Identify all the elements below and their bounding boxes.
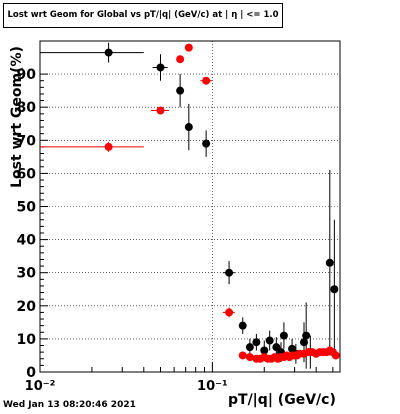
chart-title: Lost wrt Geom for Global vs pT/|q| (GeV/… [7, 10, 279, 20]
black-data-point [260, 346, 269, 355]
black-data-point [302, 331, 311, 340]
red-data-point [245, 353, 254, 362]
red-data-point [225, 308, 234, 317]
red-data-point [202, 76, 211, 85]
black-data-point [238, 321, 247, 330]
black-data-point [279, 331, 288, 340]
timestamp-footer: Wed Jan 13 08:20:46 2021 [3, 400, 136, 410]
red-data-point [184, 43, 193, 52]
y-tick-label: 30 [17, 266, 37, 282]
y-tick-label: 60 [17, 166, 37, 182]
x-tick-label: 10⁻² [25, 379, 56, 394]
y-tick-label: 0 [26, 365, 36, 381]
y-tick-label: 10 [17, 332, 37, 348]
x-tick-label: 10⁻¹ [197, 379, 228, 394]
red-data-point [104, 142, 113, 151]
black-data-point [104, 48, 113, 57]
black-data-point [225, 268, 234, 277]
red-data-point [176, 55, 185, 64]
y-tick-label: 50 [17, 200, 37, 216]
black-data-point [176, 86, 185, 95]
black-data-point [202, 139, 211, 148]
y-tick-label: 70 [17, 133, 37, 149]
red-data-point [238, 351, 247, 360]
black-data-point [325, 258, 334, 267]
y-tick-label: 90 [17, 67, 37, 83]
red-data-point [331, 351, 340, 360]
black-data-point [245, 343, 254, 352]
y-tick-label: 40 [17, 233, 37, 249]
black-data-point [156, 63, 165, 72]
x-axis-label: pT/|q| (GeV/c) [228, 392, 336, 408]
y-axis-label: Lost wrt Geom(%) [9, 46, 25, 188]
black-data-point [330, 285, 339, 294]
black-data-point [252, 338, 261, 347]
y-tick-label: 80 [17, 100, 37, 116]
black-data-point [184, 123, 193, 132]
chart-title-box: Lost wrt Geom for Global vs pT/|q| (GeV/… [3, 3, 283, 28]
y-tick-label: 20 [17, 299, 37, 315]
black-data-point [265, 336, 274, 345]
red-data-point [156, 106, 165, 115]
